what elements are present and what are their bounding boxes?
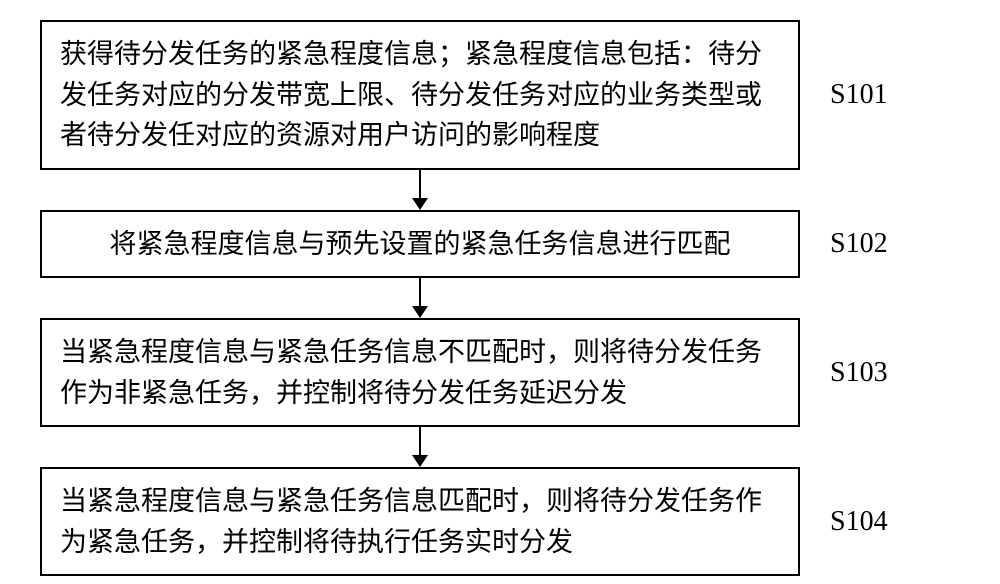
arrow-head-2 (412, 306, 428, 318)
label-s102: S102 (830, 228, 888, 260)
box-s103: 当紧急程度信息与紧急任务信息不匹配时，则将待分发任务作为非紧急任务，并控制将待分… (40, 318, 800, 427)
step-s102: 将紧急程度信息与预先设置的紧急任务信息进行匹配 S102 (40, 210, 960, 279)
step-s104: 当紧急程度信息与紧急任务信息匹配时，则将待分发任务作为紧急任务，并控制将待执行任… (40, 467, 960, 576)
step-s103: 当紧急程度信息与紧急任务信息不匹配时，则将待分发任务作为非紧急任务，并控制将待分… (40, 318, 960, 427)
box-s102: 将紧急程度信息与预先设置的紧急任务信息进行匹配 (40, 210, 800, 279)
arrow-3 (40, 427, 800, 467)
label-s104: S104 (830, 506, 888, 538)
text-s101: 获得待分发任务的紧急程度信息；紧急程度信息包括：待分发任务对应的分发带宽上限、待… (60, 39, 762, 150)
label-s103: S103 (830, 357, 888, 389)
arrow-2 (40, 278, 800, 318)
step-s101: 获得待分发任务的紧急程度信息；紧急程度信息包括：待分发任务对应的分发带宽上限、待… (40, 20, 960, 170)
box-s101: 获得待分发任务的紧急程度信息；紧急程度信息包括：待分发任务对应的分发带宽上限、待… (40, 20, 800, 170)
arrow-head-1 (412, 198, 428, 210)
arrow-line-1 (419, 170, 421, 200)
arrow-head-3 (412, 455, 428, 467)
arrow-line-2 (419, 278, 421, 308)
box-s104: 当紧急程度信息与紧急任务信息匹配时，则将待分发任务作为紧急任务，并控制将待执行任… (40, 467, 800, 576)
flowchart-container: 获得待分发任务的紧急程度信息；紧急程度信息包括：待分发任务对应的分发带宽上限、待… (40, 20, 960, 576)
text-s104: 当紧急程度信息与紧急任务信息匹配时，则将待分发任务作为紧急任务，并控制将待执行任… (60, 486, 762, 557)
label-s101: S101 (830, 79, 888, 111)
text-s103: 当紧急程度信息与紧急任务信息不匹配时，则将待分发任务作为非紧急任务，并控制将待分… (60, 337, 762, 408)
arrow-1 (40, 170, 800, 210)
text-s102: 将紧急程度信息与预先设置的紧急任务信息进行匹配 (110, 229, 731, 259)
arrow-line-3 (419, 427, 421, 457)
